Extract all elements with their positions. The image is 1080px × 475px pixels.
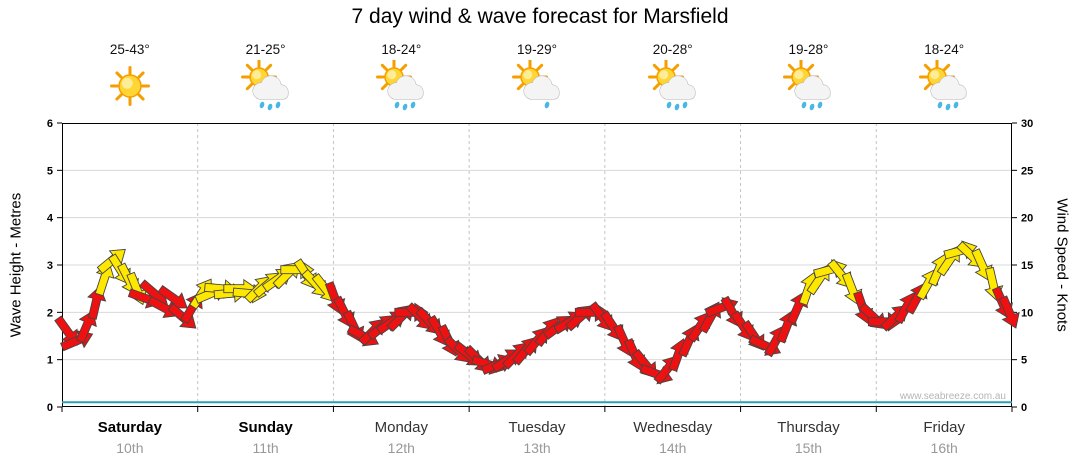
day-name: Tuesday xyxy=(508,419,566,436)
day-date: 13th xyxy=(523,440,551,456)
weather-icon-sun-showers xyxy=(333,60,469,116)
temperature-row: 25-43° 21-25° 18-24° 19-29° 20-28° 19-28° 18-2… xyxy=(62,42,1012,57)
svg-text:30: 30 xyxy=(1021,118,1033,130)
svg-text:5: 5 xyxy=(47,165,53,177)
svg-text:www.seabreeze.com.au: www.seabreeze.com.au xyxy=(899,391,1006,402)
day-name: Sunday xyxy=(238,419,293,436)
weather-icon-sun xyxy=(62,60,198,116)
temp-range: 20-28° xyxy=(652,42,693,57)
day-column-saturday: Saturday 10th xyxy=(62,419,198,456)
svg-text:3: 3 xyxy=(47,260,53,272)
weather-icon-sun-showers xyxy=(605,60,741,116)
svg-text:0: 0 xyxy=(47,402,53,414)
day-name: Wednesday xyxy=(633,419,713,436)
day-name: Saturday xyxy=(97,419,162,436)
temp-range: 18-24° xyxy=(924,42,965,57)
svg-text:20: 20 xyxy=(1021,213,1033,225)
left-axis-title: Wave Height - Metres xyxy=(7,192,25,338)
day-date: 16th xyxy=(930,440,958,456)
day-date: 14th xyxy=(659,440,687,456)
svg-text:4: 4 xyxy=(47,213,54,225)
svg-text:5: 5 xyxy=(1021,355,1027,367)
day-date: 11th xyxy=(252,440,279,456)
svg-text:2: 2 xyxy=(47,307,53,319)
day-column-tuesday: Tuesday 13th xyxy=(469,419,605,456)
right-axis-title: Wind Speed - Knots xyxy=(1053,198,1071,332)
svg-text:15: 15 xyxy=(1021,260,1033,272)
day-column-wednesday: Wednesday 14th xyxy=(605,419,741,456)
weather-icons-row xyxy=(62,60,1012,116)
svg-text:6: 6 xyxy=(47,118,53,130)
svg-text:10: 10 xyxy=(1021,307,1033,319)
temp-range: 19-29° xyxy=(517,42,557,57)
weather-icon-sun-showers xyxy=(876,60,1012,116)
day-name: Friday xyxy=(923,419,966,436)
day-date: 12th xyxy=(387,440,415,456)
temp-range: 25-43° xyxy=(109,42,150,57)
day-labels-row: Saturday 10th Sunday 11th Monday 12th Tuesday 1… xyxy=(62,419,1012,456)
day-name: Monday xyxy=(374,419,428,436)
temp-range: 18-24° xyxy=(381,42,422,57)
day-column-sunday: Sunday 11th xyxy=(198,419,334,456)
weather-icon-sun-showers xyxy=(741,60,877,116)
day-column-monday: Monday 12th xyxy=(333,419,469,456)
weather-icon-sun-showers xyxy=(198,60,334,116)
svg-text:0: 0 xyxy=(1021,402,1027,414)
day-column-friday: Friday 16th xyxy=(876,419,1012,456)
day-column-thursday: Thursday 15th xyxy=(741,419,877,456)
day-date: 15th xyxy=(794,440,823,456)
day-name: Thursday xyxy=(777,419,840,436)
weather-icon-sun-cloud xyxy=(469,60,605,116)
temp-range: 21-25° xyxy=(245,42,286,57)
page-title: 7 day wind & wave forecast for Marsfield xyxy=(351,5,729,28)
svg-text:25: 25 xyxy=(1021,165,1033,177)
temp-range: 19-28° xyxy=(788,42,829,57)
svg-text:1: 1 xyxy=(47,355,53,367)
day-date: 10th xyxy=(116,440,144,456)
